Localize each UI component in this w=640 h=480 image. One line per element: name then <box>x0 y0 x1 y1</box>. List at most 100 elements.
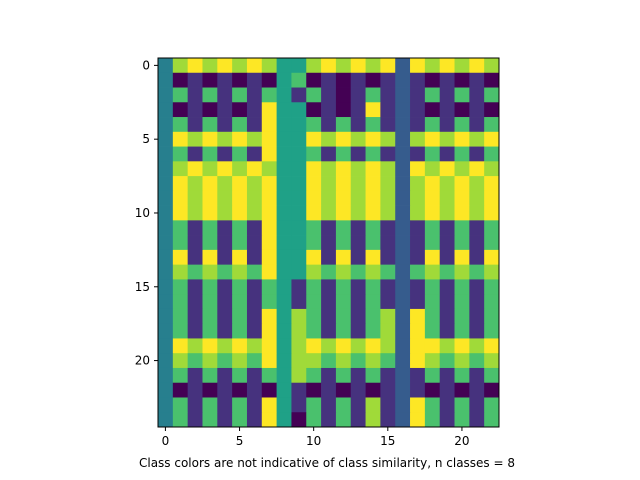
heatmap-cell <box>410 338 426 354</box>
heatmap-cell <box>172 117 189 133</box>
heatmap-cell <box>395 161 411 177</box>
heatmap-cell <box>395 323 411 339</box>
heatmap-cell <box>439 131 455 147</box>
heatmap-cell <box>246 146 263 162</box>
heatmap-cell <box>187 102 203 118</box>
heatmap-cell <box>232 397 248 413</box>
heatmap-cell <box>380 58 396 74</box>
heatmap-cell <box>306 338 322 354</box>
heatmap-cell <box>350 161 366 177</box>
heatmap-cell <box>395 72 411 88</box>
heatmap-cell <box>261 279 277 295</box>
heatmap-cell <box>424 58 441 74</box>
heatmap-cell <box>202 190 218 206</box>
heatmap-cell <box>335 102 352 118</box>
x-tick-label: 5 <box>236 434 244 448</box>
heatmap-cell <box>217 102 233 118</box>
heatmap-cell <box>306 367 322 384</box>
heatmap-cell <box>395 87 411 103</box>
heatmap-cell <box>484 367 500 384</box>
heatmap-cell <box>410 308 426 325</box>
heatmap-cell <box>350 58 366 74</box>
heatmap-cell <box>217 58 233 74</box>
heatmap-cell <box>469 249 485 265</box>
heatmap-cell <box>439 58 455 74</box>
heatmap-cell <box>158 235 174 251</box>
heatmap-cell <box>380 294 396 310</box>
heatmap-cell <box>365 308 381 325</box>
heatmap-cell <box>321 235 337 251</box>
heatmap-cell <box>291 412 307 428</box>
heatmap-cell <box>187 146 203 162</box>
heatmap-cell <box>454 338 470 354</box>
heatmap-cell <box>306 72 322 88</box>
heatmap-cell <box>261 367 277 384</box>
heatmap-cell <box>439 412 455 428</box>
heatmap-cell <box>291 87 307 103</box>
heatmap-cell <box>365 412 381 428</box>
heatmap-cell <box>246 249 263 265</box>
heatmap-cell <box>246 412 263 428</box>
heatmap-cell <box>187 308 203 325</box>
heatmap-cell <box>217 353 233 369</box>
heatmap-cell <box>217 264 233 280</box>
heatmap-cell <box>172 176 189 192</box>
heatmap-cell <box>276 353 292 369</box>
heatmap-cell <box>454 323 470 339</box>
heatmap-cell <box>202 176 218 192</box>
heatmap-cell <box>291 279 307 295</box>
heatmap-cell <box>469 161 485 177</box>
heatmap-cell <box>202 161 218 177</box>
heatmap-cell <box>350 397 366 413</box>
heatmap-cell <box>365 338 381 354</box>
heatmap-cell <box>232 205 248 221</box>
heatmap-cell <box>484 102 500 118</box>
heatmap-cell <box>187 367 203 384</box>
heatmap-cell <box>217 235 233 251</box>
heatmap-cell <box>424 220 441 236</box>
heatmap-cell <box>187 338 203 354</box>
heatmap-cell <box>395 412 411 428</box>
heatmap-cell <box>246 87 263 103</box>
heatmap-cell <box>246 382 263 398</box>
heatmap-cell <box>439 176 455 192</box>
heatmap-cell <box>158 176 174 192</box>
heatmap-cell <box>158 161 174 177</box>
heatmap-cell <box>158 220 174 236</box>
heatmap-cell <box>350 146 366 162</box>
heatmap-cell <box>158 279 174 295</box>
heatmap-cell <box>158 264 174 280</box>
heatmap-cell <box>172 87 189 103</box>
heatmap-cell <box>350 367 366 384</box>
heatmap-cell <box>261 294 277 310</box>
heatmap-cell <box>469 412 485 428</box>
heatmap-cell <box>276 87 292 103</box>
heatmap-cell <box>395 176 411 192</box>
heatmap-cell <box>484 412 500 428</box>
heatmap-cell <box>380 338 396 354</box>
heatmap-cell <box>172 58 189 74</box>
heatmap-cell <box>380 367 396 384</box>
heatmap-cell <box>424 102 441 118</box>
heatmap-cell <box>380 131 396 147</box>
heatmap-cell <box>202 249 218 265</box>
heatmap-cell <box>380 176 396 192</box>
heatmap-cell <box>350 264 366 280</box>
heatmap-cell <box>439 220 455 236</box>
heatmap-cell <box>187 161 203 177</box>
heatmap-cell <box>321 367 337 384</box>
heatmap-cell <box>291 220 307 236</box>
heatmap-cell <box>335 190 352 206</box>
heatmap-cell <box>395 220 411 236</box>
heatmap-cell <box>484 117 500 133</box>
heatmap-cell <box>321 102 337 118</box>
heatmap-cell <box>395 146 411 162</box>
heatmap-cell <box>261 308 277 325</box>
heatmap-cell <box>469 264 485 280</box>
heatmap-cell <box>187 58 203 74</box>
heatmap-cell <box>335 294 352 310</box>
heatmap-cell <box>246 308 263 325</box>
heatmap-cell <box>261 58 277 74</box>
heatmap-cell <box>365 279 381 295</box>
heatmap-cell <box>217 338 233 354</box>
